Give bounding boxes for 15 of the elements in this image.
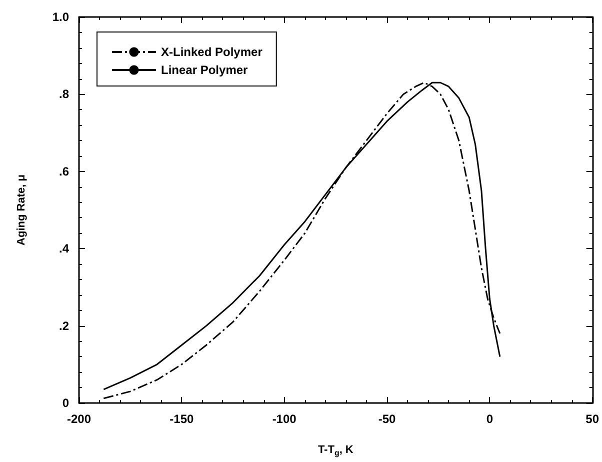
x-tick-label: 0 (486, 412, 494, 426)
y-tick-label: .2 (58, 318, 70, 333)
y-tick-label: .6 (58, 164, 70, 178)
x-tick-label: -200 (66, 412, 92, 426)
y-axis-title: Aging Rate, μ (16, 174, 28, 246)
y-tick-label: .4 (58, 242, 70, 256)
x-tick-label: -100 (272, 412, 297, 426)
x-tick-label: 50 (586, 412, 600, 426)
y-tick-label: 1.0 (52, 10, 70, 24)
x-tick-label: -50 (378, 412, 396, 426)
y-tick-label: .8 (58, 87, 70, 102)
legend-label: Linear Polymer (161, 63, 248, 77)
legend-label: X-Linked Polymer (161, 45, 263, 59)
x-tick-label: -150 (170, 412, 194, 426)
y-tick-label: 0 (62, 396, 70, 410)
